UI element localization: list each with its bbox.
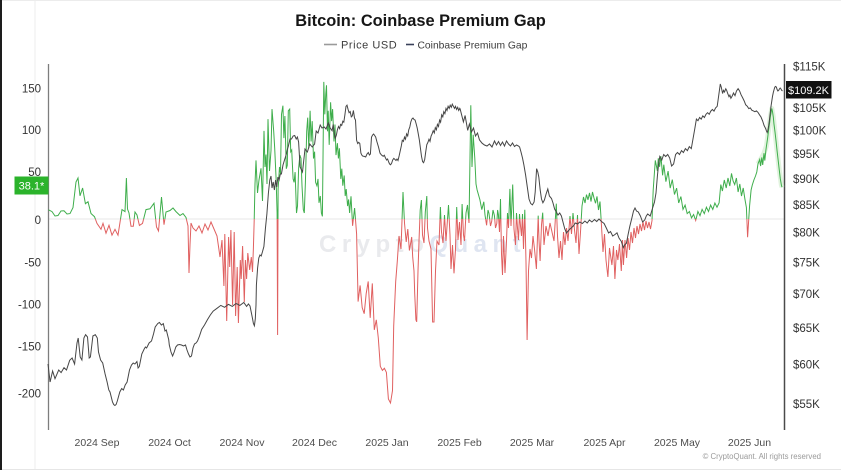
svg-text:$115K: $115K	[793, 62, 826, 74]
svg-text:$95K: $95K	[793, 149, 820, 161]
svg-text:$105K: $105K	[793, 103, 827, 115]
svg-text:2025 Feb: 2025 Feb	[437, 437, 482, 449]
svg-text:2024 Dec: 2024 Dec	[292, 437, 337, 449]
svg-text:2025 May: 2025 May	[654, 437, 701, 449]
svg-text:2025 Apr: 2025 Apr	[583, 437, 626, 449]
svg-text:-50: -50	[24, 258, 41, 270]
svg-text:$100K: $100K	[793, 126, 827, 138]
svg-text:$65K: $65K	[793, 323, 820, 335]
svg-text:Bitcoin: Coinbase Premium Gap: Bitcoin: Coinbase Premium Gap	[295, 12, 545, 30]
svg-text:$109.2K: $109.2K	[788, 85, 830, 97]
svg-text:100: 100	[22, 125, 41, 137]
svg-text:$90K: $90K	[793, 174, 820, 186]
svg-text:$60K: $60K	[793, 359, 820, 371]
svg-text:$85K: $85K	[793, 200, 820, 212]
svg-text:Price USD: Price USD	[341, 40, 397, 52]
svg-text:$75K: $75K	[793, 257, 820, 269]
svg-text:$80K: $80K	[793, 228, 820, 240]
svg-text:2025 Jun: 2025 Jun	[728, 437, 771, 449]
svg-text:2025 Mar: 2025 Mar	[510, 437, 555, 449]
svg-text:2024 Nov: 2024 Nov	[220, 437, 266, 449]
svg-text:Coinbase Premium Gap: Coinbase Premium Gap	[418, 41, 528, 52]
svg-text:150: 150	[22, 84, 41, 96]
svg-text:0: 0	[35, 215, 41, 227]
svg-text:$55K: $55K	[793, 399, 820, 411]
svg-text:50: 50	[28, 167, 41, 179]
svg-text:38.1*: 38.1*	[19, 181, 45, 193]
svg-text:© CryptoQuant. All rights rese: © CryptoQuant. All rights reserved	[703, 452, 821, 461]
svg-text:-100: -100	[18, 299, 41, 311]
svg-text:-200: -200	[18, 389, 41, 401]
svg-text:2025 Jan: 2025 Jan	[365, 437, 408, 449]
svg-text:2024 Oct: 2024 Oct	[148, 437, 191, 449]
svg-text:-150: -150	[18, 342, 41, 354]
svg-text:2024 Sep: 2024 Sep	[75, 437, 120, 449]
svg-text:$70K: $70K	[793, 289, 820, 301]
